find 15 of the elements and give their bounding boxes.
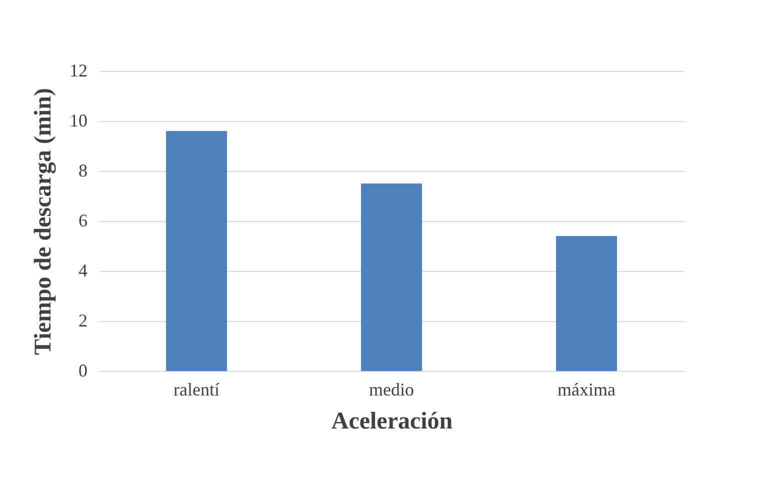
bar xyxy=(556,236,617,371)
y-tick-label: 2 xyxy=(78,310,88,330)
x-axis-title: Aceleración xyxy=(331,408,453,434)
y-tick-label: 8 xyxy=(78,160,88,180)
y-axis-title: Tiempo de descarga (min) xyxy=(30,88,56,355)
y-tick-label: 4 xyxy=(78,260,88,280)
y-tick-label: 10 xyxy=(70,110,88,130)
bar xyxy=(361,184,422,371)
bar xyxy=(166,131,227,371)
x-tick-label: medio xyxy=(369,380,414,400)
x-tick-label: máxima xyxy=(558,380,616,400)
x-tick-label: ralentí xyxy=(174,380,220,400)
y-tick-label: 6 xyxy=(78,210,88,230)
y-tick-label: 0 xyxy=(78,360,88,380)
y-tick-label: 12 xyxy=(70,60,88,80)
